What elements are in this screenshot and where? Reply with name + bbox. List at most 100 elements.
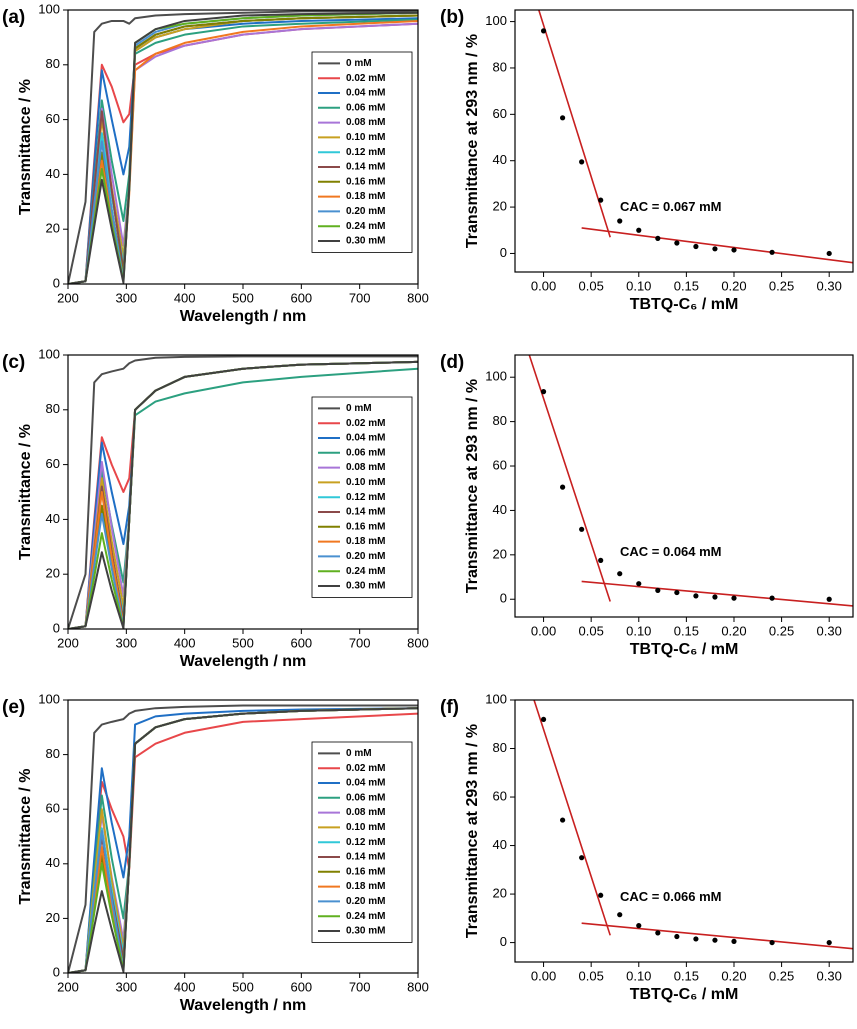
x-tick-label: 800 [407,979,429,994]
y-tick-label: 100 [485,13,507,28]
x-tick-label: 0.00 [531,278,556,293]
panel-label: (e) [2,697,25,718]
legend-label: 0.06 mM [346,792,385,803]
legend-label: 0.02 mM [346,73,385,84]
x-tick-label: 0.20 [721,968,746,983]
legend-label: 0.20 mM [346,896,385,907]
legend-label: 0.30 mM [346,236,385,247]
y-tick-label: 60 [493,457,507,472]
legend-label: 0.08 mM [346,462,385,473]
spectrum-line [68,17,418,284]
y-tick-label: 20 [493,199,507,214]
data-point [579,526,585,532]
data-point [655,930,661,936]
x-tick-label: 0.20 [721,278,746,293]
x-tick-label: 0.00 [531,623,556,638]
data-point [560,484,566,490]
legend-label: 0.02 mM [346,418,385,429]
y-tick-label: 100 [38,691,60,706]
legend-label: 0.12 mM [346,492,385,503]
data-point [560,817,566,823]
y-axis-label: Transmittance at 293 nm / % [464,34,481,248]
x-tick-label: 0.15 [674,623,699,638]
panel: (b) 0.00 0.05 0.10 0.15 0.20 0.25 0.30 0 20 40 60 80… [440,7,854,313]
y-axis-label: Transmittance / % [17,424,34,560]
y-tick-label: 0 [500,591,507,606]
legend-label: 0.08 mM [346,807,385,818]
data-point [617,571,623,577]
y-tick-label: 100 [485,691,507,706]
x-tick-label: 0.30 [817,623,842,638]
y-tick-label: 0 [53,620,60,635]
data-point [826,939,832,946]
legend-label: 0.10 mM [346,477,385,488]
panel: (d) 0.00 0.05 0.10 0.15 0.20 0.25 0.30 0 20 40 60 80… [440,352,854,658]
panel-label: (b) [440,7,464,28]
panel: (e) 200 300 400 500 600 700 800 0 20 40 60 80 100 Wave… [2,691,429,1014]
legend-label: 0.02 mM [346,763,385,774]
x-tick-label: 400 [174,979,196,994]
data-point [674,240,680,246]
x-tick-label: 0.10 [626,278,651,293]
legend-label: 0.14 mM [346,852,385,863]
data-point [731,247,737,253]
y-tick-label: 40 [493,837,507,852]
legend-label: 0 mM [346,403,372,414]
x-tick-label: 400 [174,290,196,305]
data-point [540,716,547,723]
x-tick-label: 600 [290,290,312,305]
plot-area [68,704,418,973]
data-point [636,923,642,929]
y-tick-label: 60 [493,788,507,803]
annotation: CAC = 0.064 mM [620,544,722,559]
y-tick-label: 60 [46,111,60,126]
legend-label: 0 mM [346,748,372,759]
y-tick-label: 40 [493,152,507,167]
data-point [712,594,718,600]
data-point [712,937,718,943]
y-tick-label: 60 [493,106,507,121]
x-tick-label: 800 [407,635,429,650]
x-tick-label: 800 [407,290,429,305]
y-tick-label: 0 [53,964,60,979]
x-tick-label: 0.00 [531,968,556,983]
panel-label: (f) [440,697,459,718]
x-tick-label: 0.25 [769,278,794,293]
fit-line [581,227,853,264]
y-tick-label: 80 [493,740,507,755]
y-tick-label: 20 [46,221,60,236]
plot-frame [67,699,419,974]
x-tick-label: 300 [115,979,137,994]
panel: (a) 200 300 400 500 600 700 800 0 20 40 60 80 100 Wave… [2,1,429,325]
x-tick-label: 0.15 [674,968,699,983]
y-tick-label: 40 [46,166,60,181]
panel: (f) 0.00 0.05 0.10 0.15 0.20 0.25 0.30 0 20 40 60 80… [440,691,854,1003]
data-point [693,936,699,942]
plot-frame [67,354,419,630]
spectrum-line [68,11,418,284]
data-point [636,227,642,233]
legend-label: 0.10 mM [346,132,385,143]
y-tick-label: 40 [46,855,60,870]
x-tick-label: 200 [57,290,79,305]
x-tick-label: 700 [349,290,371,305]
y-tick-label: 60 [46,801,60,816]
y-tick-label: 0 [500,934,507,949]
x-tick-label: 0.30 [817,968,842,983]
fit-line [533,700,611,936]
legend-label: 0.20 mM [346,551,385,562]
spectrum-line [68,355,418,629]
fit-line [581,922,853,950]
legend-label: 0.04 mM [346,778,385,789]
data-point [598,557,604,563]
x-tick-label: 500 [232,979,254,994]
annotation: CAC = 0.066 mM [620,889,722,904]
x-tick-label: 0.30 [817,278,842,293]
data-point [769,249,775,255]
panel-label: (c) [2,352,25,373]
legend-label: 0.30 mM [346,926,385,937]
plot-area [538,10,853,264]
plot-area [68,355,418,629]
x-tick-label: 200 [57,979,79,994]
